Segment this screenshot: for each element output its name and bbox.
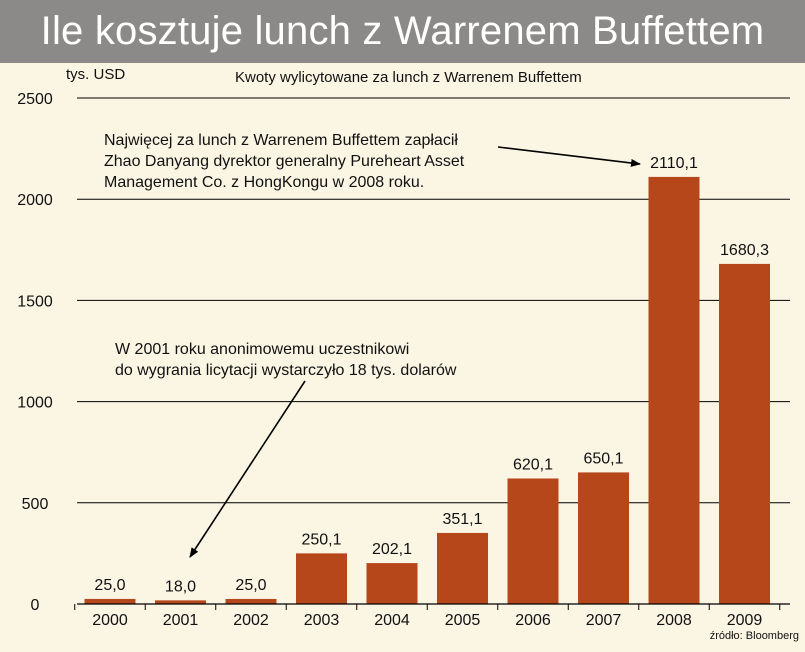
bar [648,176,700,604]
bar [578,472,629,604]
x-tick-label: 2007 [586,612,622,629]
annotation-2008: Najwięcej za lunch z Warrenem Buffettem … [104,132,465,191]
data-label: 202,1 [372,541,412,558]
annotation-arrow-2008 [497,146,641,167]
x-tick-label: 2001 [163,612,199,629]
bar [719,263,770,604]
data-label: 620,1 [513,456,553,473]
x-tick-label: 2000 [92,612,128,629]
y-tick-label: 1500 [17,293,53,310]
x-tick-label: 2005 [445,612,481,629]
annotation-arrow-2001 [189,380,306,558]
y-tick-label: 2000 [17,192,53,209]
bar [225,598,277,604]
y-tick-label: 0 [31,597,40,614]
y-tick-label: 1000 [17,395,53,412]
annotation-2001: W 2001 roku anonimowemu uczestnikowi do … [115,341,457,379]
data-label: 18,0 [165,578,196,595]
data-label: 2110,1 [650,155,698,172]
x-tick-label: 2002 [233,612,269,629]
data-label: 250,1 [301,531,341,548]
x-tick-label: 2006 [515,612,551,629]
bar [366,563,418,604]
source-note: źródło: Bloomberg [709,630,799,642]
chart-subtitle: Kwoty wylicytowane za lunch z Warrenem B… [235,69,582,86]
y-tick-label: 2500 [17,91,53,108]
data-label: 650,1 [583,450,623,467]
data-label: 351,1 [442,511,482,528]
x-tick-label: 2004 [374,612,410,629]
bar [84,598,136,604]
bar [155,600,206,604]
bar [507,478,559,604]
data-label: 25,0 [235,577,266,594]
x-tick-label: 2003 [304,612,340,629]
chart-title: Ile kosztuje lunch z Warrenem Buffettem [0,0,805,63]
bar [437,532,488,604]
data-label: 25,0 [94,577,125,594]
x-tick-label: 2008 [656,612,692,629]
data-label: 1680,3 [720,242,769,259]
bar [296,553,347,604]
x-tick-label: 2009 [727,612,763,629]
y-axis-unit-label: tys. USD [66,66,126,83]
y-tick-label: 500 [22,496,49,513]
